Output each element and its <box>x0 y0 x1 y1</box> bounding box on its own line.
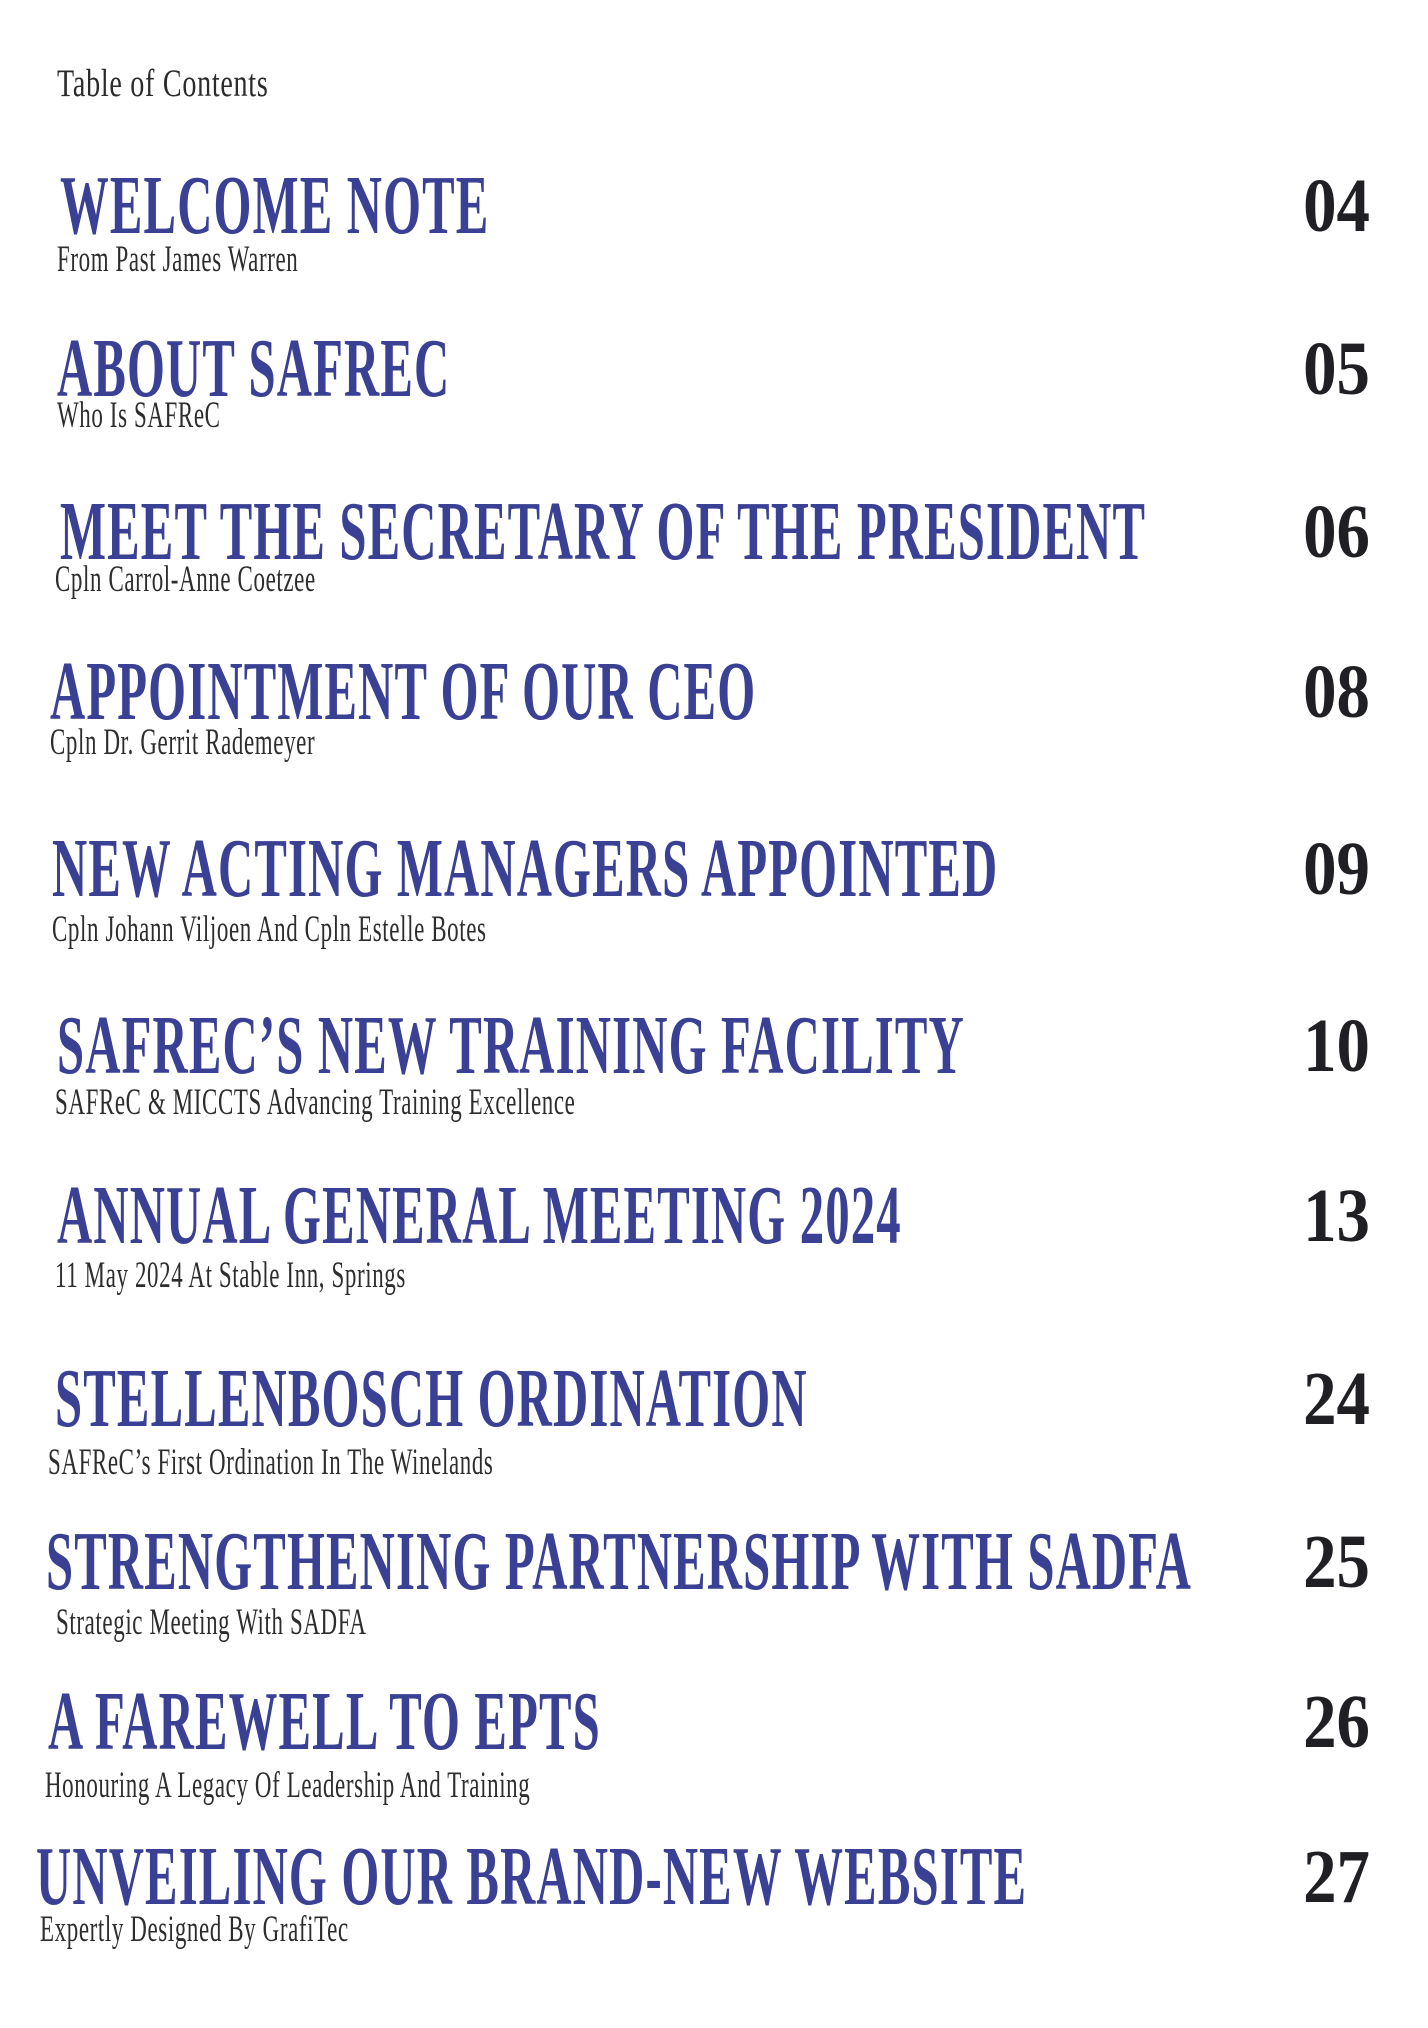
toc-entry-subtitle: SAFReC & MICCTS Advancing Training Excel… <box>55 1082 576 1123</box>
toc-entry-subtitle: From Past James Warren <box>57 239 299 280</box>
toc-page-number: 08 <box>1303 650 1370 734</box>
toc-entry-title: UNVEILING OUR BRAND-NEW WEBSITE <box>36 1830 1028 1923</box>
toc-entry-title: SAFREC’S NEW TRAINING FACILITY <box>57 999 965 1092</box>
toc-entry-subtitle: SAFReC’s First Ordination In The Winelan… <box>48 1442 494 1483</box>
toc-entry-subtitle: Cpln Carrol-Anne Coetzee <box>55 559 316 600</box>
toc-page-number: 27 <box>1303 1835 1370 1919</box>
toc-entry-title: ANNUAL GENERAL MEETING 2024 <box>57 1169 902 1262</box>
toc-entry-subtitle: Strategic Meeting With SADFA <box>56 1602 367 1643</box>
toc-page-number: 06 <box>1303 490 1370 574</box>
toc-entry-subtitle: Cpln Johann Viljoen And Cpln Estelle Bot… <box>52 909 487 950</box>
toc-page-number: 24 <box>1303 1357 1370 1441</box>
toc-entry-title: STELLENBOSCH ORDINATION <box>55 1352 808 1445</box>
toc-entry-subtitle: Cpln Dr. Gerrit Rademeyer <box>50 722 316 763</box>
toc-page-number: 05 <box>1303 327 1370 411</box>
toc-page-number: 25 <box>1303 1520 1370 1604</box>
toc-page-number: 09 <box>1303 827 1370 911</box>
toc-entry-title: WELCOME NOTE <box>60 159 490 252</box>
toc-entry-title: STRENGTHENING PARTNERSHIP WITH SADFA <box>46 1515 1192 1608</box>
toc-entry-subtitle: 11 May 2024 At Stable Inn, Springs <box>55 1255 406 1296</box>
toc-entry-subtitle: Honouring A Legacy Of Leadership And Tra… <box>45 1765 531 1806</box>
toc-page-number: 13 <box>1303 1174 1370 1258</box>
toc-page-number: 10 <box>1303 1004 1370 1088</box>
page-title: Table of Contents <box>57 62 269 105</box>
toc-entry-title: APPOINTMENT OF OUR CEO <box>50 645 757 738</box>
toc-entry-title: A FAREWELL TO EPTS <box>48 1675 601 1768</box>
toc-entry-title: MEET THE SECRETARY OF THE PRESIDENT <box>60 485 1147 578</box>
toc-entry-subtitle: Expertly Designed By GrafiTec <box>40 1909 349 1950</box>
toc-entry-title: NEW ACTING MANAGERS APPOINTED <box>52 822 999 915</box>
toc-page-number: 04 <box>1303 164 1370 248</box>
toc-entry-title: ABOUT SAFREC <box>57 322 451 415</box>
toc-page-number: 26 <box>1303 1680 1370 1764</box>
toc-entry-subtitle: Who Is SAFReC <box>57 395 221 436</box>
